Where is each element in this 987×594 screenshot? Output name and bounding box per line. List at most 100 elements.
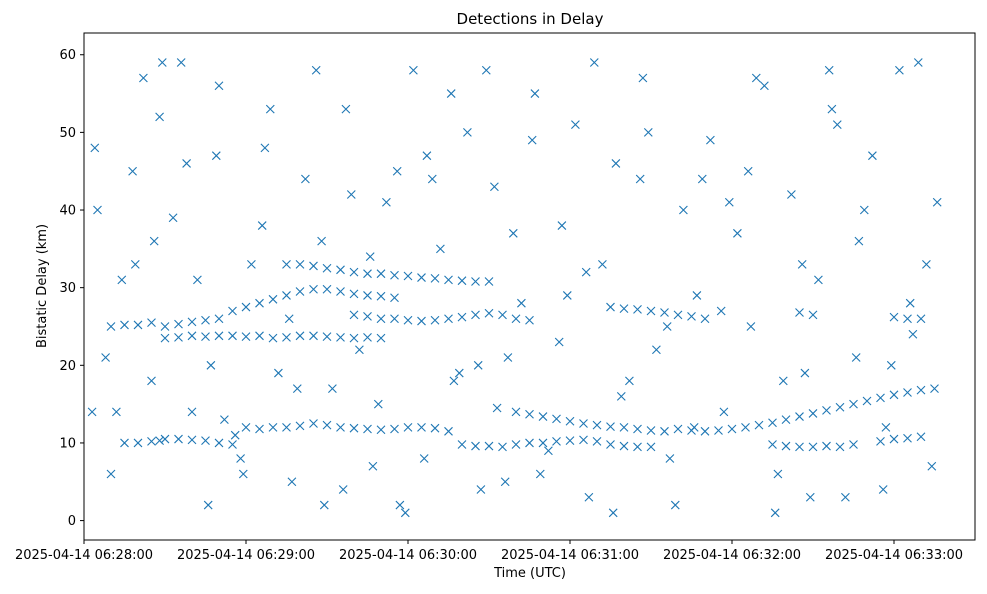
detection-point [187, 407, 197, 417]
detection-point [174, 434, 183, 444]
detection-point [373, 399, 383, 409]
detection-point [322, 263, 332, 273]
detection-point [662, 322, 672, 331]
detection-point [606, 440, 615, 449]
detection-point [336, 423, 345, 432]
detection-point [619, 441, 629, 451]
detection-point [363, 332, 372, 342]
detection-point [525, 438, 534, 448]
detection-point [876, 393, 885, 403]
detection-point [417, 423, 426, 432]
detection-point [525, 409, 534, 419]
detection-point [341, 104, 351, 114]
detection-point [773, 469, 783, 479]
detection-point [895, 65, 904, 75]
detection-point [841, 492, 850, 502]
detection-point [700, 314, 710, 324]
detection-point [781, 415, 791, 425]
detection-point [787, 190, 796, 199]
detection-point [214, 331, 224, 341]
detection-point [700, 426, 710, 436]
detection-point [363, 312, 372, 321]
detection-point [511, 314, 521, 324]
detection-point [538, 438, 548, 448]
detection-point [147, 437, 156, 446]
detection-point [309, 284, 318, 294]
x-tick-label: 2025-04-14 06:30:00 [339, 548, 477, 563]
detection-point [309, 331, 318, 341]
detection-point [851, 353, 861, 362]
detection-point [565, 416, 575, 426]
detection-point [187, 435, 197, 445]
detection-point [471, 277, 480, 286]
y-tick-label: 20 [59, 359, 76, 374]
detection-point [174, 319, 183, 329]
detection-point [697, 174, 707, 184]
detection-point [616, 391, 626, 401]
x-axis-label: Time (UTC) [493, 566, 566, 581]
detection-point [139, 73, 148, 83]
detection-point [311, 65, 321, 75]
detection-point [322, 332, 332, 341]
detection-point [517, 298, 526, 308]
detection-point [484, 441, 494, 451]
detection-point [392, 166, 402, 176]
detection-point [349, 289, 359, 299]
detection-point [238, 469, 248, 479]
detection-point [832, 120, 842, 130]
detection-point [660, 308, 669, 317]
detection-point [282, 423, 291, 432]
detection-point [760, 81, 769, 91]
detection-point [746, 322, 756, 331]
detection-point [646, 442, 656, 452]
detection-point [160, 322, 170, 331]
detection-point [849, 440, 858, 449]
detection-point [719, 407, 729, 417]
detection-point [525, 315, 534, 325]
detection-point [176, 58, 186, 67]
detection-point [835, 402, 845, 412]
detection-point [571, 120, 580, 130]
detection-point [228, 440, 237, 449]
detection-point [589, 58, 599, 67]
detection-point [554, 337, 564, 347]
detection-point [446, 89, 456, 98]
detection-point [241, 302, 251, 312]
detection-point [282, 332, 291, 342]
detection-point [201, 332, 210, 341]
detection-point [768, 440, 777, 449]
detection-point [687, 312, 696, 321]
detection-point [484, 277, 494, 286]
detection-point [849, 399, 858, 409]
detection-point [511, 440, 521, 449]
x-tick-label: 2025-04-14 06:33:00 [825, 548, 963, 563]
detection-point [743, 166, 753, 176]
detection-point [395, 500, 405, 510]
detection-point [584, 492, 594, 502]
detection-point [492, 403, 502, 413]
detection-point [403, 315, 413, 325]
detection-point [349, 310, 359, 320]
detection-point [376, 333, 386, 343]
detection-point [268, 294, 278, 304]
detection-point [905, 298, 915, 308]
detection-point [168, 213, 178, 223]
detection-point [349, 333, 359, 343]
detection-point [336, 265, 345, 275]
detection-point [727, 424, 737, 434]
detection-point [230, 430, 240, 440]
detection-point [822, 405, 831, 415]
detection-point [187, 317, 197, 327]
detection-point [422, 151, 432, 161]
detection-point [193, 275, 202, 285]
detection-point [503, 353, 513, 362]
detection-point [457, 312, 467, 322]
detection-point [692, 291, 702, 300]
detection-point [824, 65, 834, 75]
detection-point [768, 418, 777, 428]
detection-point [133, 438, 143, 448]
detection-point [120, 320, 129, 330]
detection-point [390, 424, 399, 434]
detection-point [633, 424, 642, 434]
detection-point [403, 271, 413, 281]
